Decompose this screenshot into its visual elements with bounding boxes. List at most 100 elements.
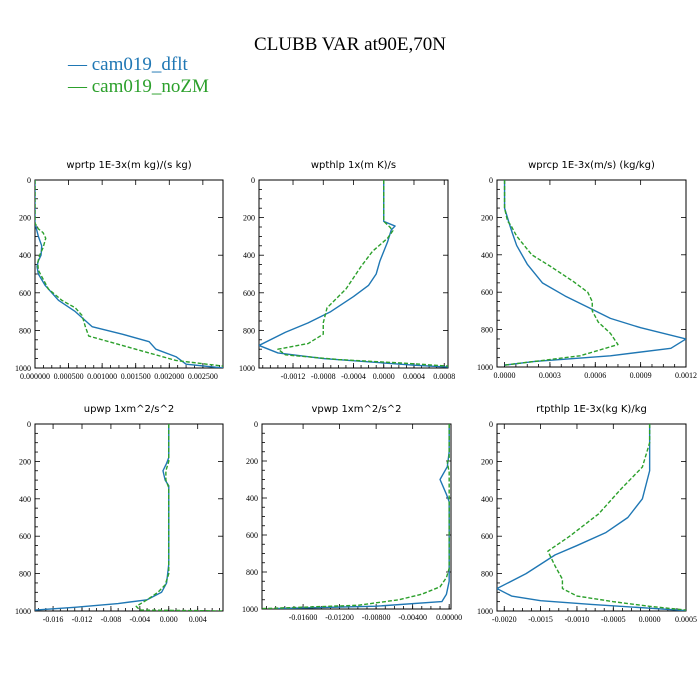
x-tick-label: -0.008 [101, 615, 122, 624]
y-tick-label: 800 [19, 570, 31, 579]
y-tick-label: 200 [19, 214, 31, 223]
y-tick-label: 0 [489, 420, 493, 429]
chart-panel-4: upwp 1xm^2/s^2 0 200 400 600 800 1000 -0.016 -0.… [15, 404, 224, 624]
x-tick-label: -0.016 [43, 615, 64, 624]
panel-title: vpwp 1xm^2/s^2 [311, 404, 401, 415]
y-tick-label: 1000 [15, 364, 31, 373]
plot-frame [34, 179, 224, 369]
series-line-cam019_noZM [35, 180, 223, 367]
y-tick-label: 200 [243, 214, 255, 223]
x-tick-label: 0.001000 [87, 372, 117, 381]
y-tick-label: 800 [246, 568, 258, 577]
series-line-cam019_noZM [135, 424, 223, 611]
panel-title: wpthlp 1x(m K)/s [311, 160, 396, 171]
x-tick-label: -0.0020 [492, 615, 517, 624]
y-tick-label: 600 [481, 532, 493, 541]
y-tick-label: 600 [19, 532, 31, 541]
y-tick-label: 1000 [239, 364, 255, 373]
x-tick-label: 0.00000 [436, 613, 462, 622]
x-tick-label: 0.0000 [639, 615, 661, 624]
x-tick-label: 0.0000 [373, 372, 395, 381]
series-line-cam019_dflt [497, 424, 686, 611]
series-line-cam019_dflt [503, 180, 686, 366]
chart-panel-2: wpthlp 1x(m K)/s 0 200 400 600 800 1000 -0.0012… [239, 160, 455, 381]
x-tick-label: -0.004 [130, 615, 151, 624]
x-tick-label: -0.0008 [311, 372, 336, 381]
y-tick-label: 400 [243, 251, 255, 260]
x-tick-label: 0.0000 [494, 371, 516, 380]
x-tick-label: 0.004 [189, 615, 207, 624]
x-tick-label: 0.0008 [433, 372, 455, 381]
series-line-cam019_noZM [277, 180, 448, 367]
x-tick-label: -0.00400 [398, 613, 427, 622]
y-tick-label: 400 [19, 495, 31, 504]
plot-frame [34, 423, 224, 612]
y-tick-label: 400 [19, 251, 31, 260]
y-tick-label: 800 [481, 326, 493, 335]
y-tick-label: 200 [246, 457, 258, 466]
x-tick-label: 0.0012 [675, 371, 697, 380]
y-tick-label: 1000 [15, 607, 31, 616]
chart-panel-5: vpwp 1xm^2/s^202004006008001000-0.01600-… [242, 404, 462, 622]
y-tick-label: 0 [27, 176, 31, 185]
chart-panel-1: wprtp 1E-3x(m kg)/(s kg) 0 200 400 600 800 100… [15, 160, 224, 381]
y-tick-label: 600 [481, 288, 493, 297]
series-line-cam019_dflt [35, 180, 223, 368]
x-tick-label: 0.000 [160, 615, 178, 624]
x-tick-label: -0.0010 [565, 615, 590, 624]
y-tick-label: 0 [251, 176, 255, 185]
y-tick-label: 200 [481, 457, 493, 466]
figure-title: CLUBB VAR at90E,70N [254, 34, 446, 55]
x-tick-label: 0.001500 [121, 372, 151, 381]
x-tick-label: 0.0009 [630, 371, 652, 380]
y-tick-label: 0 [489, 176, 493, 185]
y-tick-label: 0 [254, 420, 258, 429]
x-tick-label: -0.0015 [528, 615, 553, 624]
series-line-cam019_noZM [503, 180, 619, 366]
x-tick-label: 0.000500 [54, 372, 84, 381]
series-line-cam019_dflt [35, 424, 170, 611]
y-tick-label: 200 [481, 213, 493, 222]
x-tick-label: -0.00800 [362, 613, 391, 622]
legend-entry-cam019_noZM: — cam019_noZM [67, 76, 209, 97]
panel-title: upwp 1xm^2/s^2 [84, 404, 174, 415]
series-line-cam019_noZM [547, 424, 686, 611]
x-tick-label: -0.01600 [289, 613, 318, 622]
y-tick-label: 1000 [477, 607, 493, 616]
y-tick-label: 400 [481, 251, 493, 260]
x-tick-label: 0.002500 [188, 372, 218, 381]
y-tick-label: 400 [481, 495, 493, 504]
y-tick-label: 1000 [242, 605, 258, 614]
legend: — cam019_dflt— cam019_noZM [67, 54, 209, 97]
y-tick-label: 600 [243, 289, 255, 298]
y-tick-label: 800 [481, 570, 493, 579]
x-tick-label: -0.0012 [281, 372, 306, 381]
y-tick-label: 200 [19, 457, 31, 466]
x-tick-label: -0.01200 [325, 613, 354, 622]
x-tick-label: -0.0005 [601, 615, 626, 624]
y-tick-label: 400 [246, 494, 258, 503]
x-tick-label: -0.012 [72, 615, 93, 624]
chart-panel-3: wprcp 1E-3x(m/s) (kg/kg) 0 200 400 600 800 100… [477, 160, 697, 380]
y-tick-label: 1000 [477, 363, 493, 372]
y-tick-label: 800 [19, 326, 31, 335]
x-tick-label: -0.0004 [341, 372, 366, 381]
x-tick-label: 0.0005 [675, 615, 697, 624]
legend-entry-cam019_dflt: — cam019_dflt [67, 54, 189, 75]
series-line-cam019_noZM [262, 424, 450, 609]
plot-frame [258, 179, 449, 369]
panels: wprtp 1E-3x(m kg)/(s kg) 0 200 400 600 800 100… [15, 160, 697, 624]
panel-title: rtpthlp 1E-3x(kg K)/kg [536, 404, 647, 415]
plot-frame [261, 423, 452, 610]
x-tick-label: 0.000000 [20, 372, 50, 381]
series-line-cam019_dflt [275, 424, 450, 609]
panel-title: wprcp 1E-3x(m/s) (kg/kg) [528, 160, 655, 171]
y-tick-label: 600 [246, 531, 258, 540]
y-tick-label: 0 [27, 420, 31, 429]
x-tick-label: 0.0004 [403, 372, 425, 381]
chart-panel-6: rtpthlp 1E-3x(kg K)/kg02004006008001000-… [477, 404, 697, 624]
x-tick-label: 0.0006 [584, 371, 606, 380]
plot-frame [496, 179, 687, 368]
panel-title: wprtp 1E-3x(m kg)/(s kg) [66, 160, 191, 171]
